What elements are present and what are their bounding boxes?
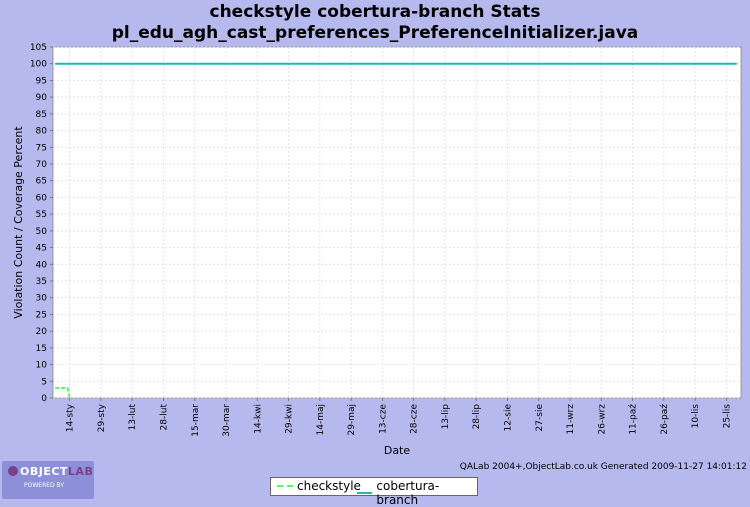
x-tick-label: 14-sty <box>66 403 76 432</box>
x-tick-label: 13-lut <box>128 404 138 431</box>
y-tick-label: 55 <box>36 210 47 220</box>
legend-swatch-cobertura-branch <box>357 492 373 494</box>
logo-subtext: POWERED BY <box>24 482 65 489</box>
x-tick-label: 29-maj <box>347 404 357 435</box>
x-tick-label: 11-paź <box>629 404 639 435</box>
y-tick-label: 70 <box>36 160 48 170</box>
x-tick-label: 30-mar <box>222 404 232 437</box>
y-axis-label: Violation Count / Coverage Percent <box>12 126 25 319</box>
y-tick-label: 25 <box>36 310 47 320</box>
y-tick-label: 85 <box>36 110 47 120</box>
x-tick-label: 29-sty <box>97 403 107 432</box>
legend-item-checkstyle: checkstyle <box>277 479 361 493</box>
y-tick-label: 65 <box>36 177 47 187</box>
x-tick-label: 10-lis <box>691 404 701 429</box>
y-tick-label: 15 <box>36 344 47 354</box>
x-tick-label: 12-sie <box>503 404 513 432</box>
legend-item-cobertura-branch: cobertura-branch <box>357 479 477 507</box>
y-tick-label: 50 <box>36 227 48 237</box>
logo-mark-icon <box>8 466 18 476</box>
y-tick-label: 5 <box>41 377 47 387</box>
x-tick-label: 25-lis <box>722 404 732 429</box>
y-tick-label: 35 <box>36 277 47 287</box>
y-tick-label: 45 <box>36 244 47 254</box>
chart-title: checkstyle cobertura-branch Stats <box>209 2 541 22</box>
chart-subtitle: pl_edu_agh_cast_preferences_PreferenceIn… <box>111 23 639 43</box>
objectlab-logo: OBJECTLAB POWERED BY <box>2 461 94 499</box>
y-tick-label: 0 <box>41 394 47 404</box>
x-tick-label: 13-lip <box>441 404 451 430</box>
footer-credit: QALab 2004+,ObjectLab.co.uk Generated 20… <box>459 462 747 472</box>
legend-swatch-checkstyle <box>277 485 293 487</box>
x-tick-label: 14-maj <box>316 404 326 435</box>
x-tick-label: 11-wrz <box>566 404 576 435</box>
y-tick-label: 105 <box>30 43 47 53</box>
x-tick-label: 28-lut <box>159 404 169 431</box>
x-tick-label: 26-wrz <box>597 404 607 435</box>
x-tick-label: 14-kwi <box>253 404 263 434</box>
x-tick-label: 26-paź <box>660 404 670 435</box>
legend-label-checkstyle: checkstyle <box>297 479 361 493</box>
y-tick-label: 90 <box>36 93 48 103</box>
x-tick-label: 28-lip <box>472 404 482 430</box>
y-tick-label: 60 <box>36 193 48 203</box>
legend: checkstyle cobertura-branch <box>270 477 478 507</box>
y-tick-label: 30 <box>36 294 48 304</box>
legend-label-cobertura-branch: cobertura-branch <box>376 479 440 507</box>
x-tick-label: 28-cze <box>410 404 420 434</box>
y-tick-label: 80 <box>36 127 48 137</box>
series-line-checkstyle <box>55 387 71 399</box>
y-tick-label: 100 <box>30 60 47 70</box>
x-axis-label: Date <box>384 444 411 457</box>
y-tick-label: 75 <box>36 143 47 153</box>
x-tick-label: 13-cze <box>378 404 388 434</box>
y-tick-label: 40 <box>36 260 48 270</box>
plot-area <box>52 46 742 399</box>
x-tick-label: 15-mar <box>191 404 201 437</box>
y-tick-label: 95 <box>36 76 47 86</box>
y-tick-label: 10 <box>36 361 48 371</box>
x-tick-label: 29-kwi <box>285 404 295 434</box>
logo-text: OBJECTLAB <box>20 465 94 478</box>
y-tick-label: 20 <box>36 327 48 337</box>
x-tick-label: 27-sie <box>535 404 545 432</box>
